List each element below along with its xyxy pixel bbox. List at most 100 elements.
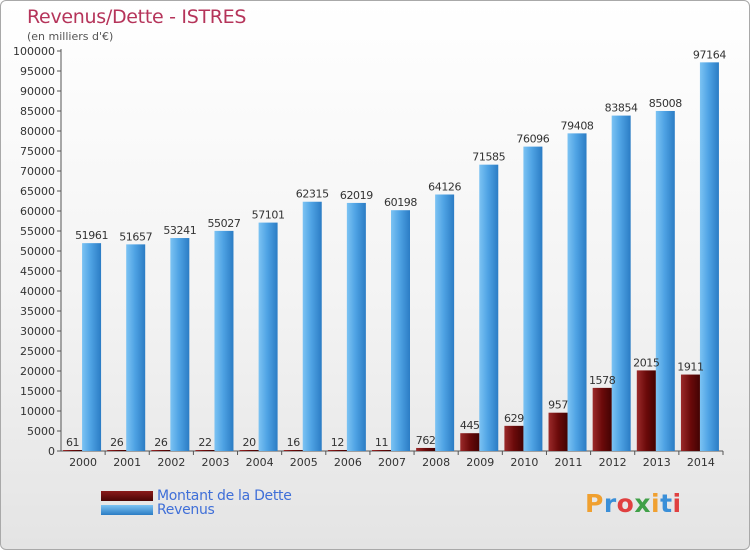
data-label-revenus: 57101 <box>252 209 285 222</box>
y-tick-label: 85000 <box>20 105 55 118</box>
logo-letter: o <box>616 489 635 518</box>
data-label-dette: 1911 <box>677 361 703 374</box>
y-tick-label: 30000 <box>20 325 55 338</box>
bar-dette <box>460 433 480 451</box>
bar-revenus <box>258 222 278 451</box>
bar-dette <box>327 450 347 451</box>
bar-dette <box>416 447 436 451</box>
y-tick-label: 40000 <box>20 285 55 298</box>
bar-dette <box>63 450 83 451</box>
bar-dette <box>680 374 700 451</box>
y-tick-label: 20000 <box>20 365 55 378</box>
data-label-revenus: 60198 <box>384 196 417 209</box>
y-tick-label: 25000 <box>20 345 55 358</box>
y-tick-label: 5000 <box>27 425 55 438</box>
bar-revenus <box>655 110 675 451</box>
proxiti-logo: Proxiti <box>585 489 682 518</box>
bar-dette <box>548 412 568 451</box>
y-tick-label: 100000 <box>13 45 55 58</box>
bar-dette <box>504 425 524 451</box>
logo-letter: t <box>660 489 673 518</box>
data-label-revenus: 85008 <box>649 97 682 110</box>
x-tick-label: 2006 <box>334 456 362 469</box>
y-tick-label: 75000 <box>20 145 55 158</box>
bar-revenus <box>567 133 587 452</box>
y-tick-label: 15000 <box>20 385 55 398</box>
x-tick-label: 2013 <box>643 456 671 469</box>
data-label-revenus: 51657 <box>119 230 152 243</box>
x-tick-label: 2009 <box>466 456 494 469</box>
data-label-revenus: 64126 <box>428 180 461 193</box>
data-label-dette: 16 <box>287 436 301 449</box>
bar-revenus <box>523 146 543 451</box>
data-label-dette: 22 <box>198 436 211 449</box>
bar-dette <box>239 450 259 451</box>
y-tick-label: 0 <box>48 445 55 458</box>
data-label-revenus: 97164 <box>693 48 726 61</box>
y-tick-label: 65000 <box>20 185 55 198</box>
x-tick-label: 2002 <box>157 456 185 469</box>
series-dette <box>63 370 700 451</box>
data-label-dette: 445 <box>460 419 480 432</box>
bar-dette <box>283 450 303 451</box>
x-tick-label: 2007 <box>378 456 406 469</box>
data-label-dette: 11 <box>375 436 388 449</box>
x-axis: 2000 2001 2002 2003 2004 2005 2006 2007 2008 2009… <box>61 450 724 469</box>
data-label-revenus: 55027 <box>207 217 240 230</box>
y-tick-label: 55000 <box>20 225 55 238</box>
chart-subtitle: (en milliers d'€) <box>27 30 114 43</box>
data-label-revenus: 62315 <box>296 188 329 201</box>
x-tick-label: 2011 <box>555 456 583 469</box>
y-axis: 0 5000 10000 15000 20000 25000 30000 35000 40000… <box>13 45 62 458</box>
x-tick-label: 2003 <box>201 456 229 469</box>
y-tick-label: 10000 <box>20 405 55 418</box>
bar-revenus <box>214 230 234 451</box>
data-label-revenus: 83854 <box>605 102 638 115</box>
bar-revenus <box>126 244 146 451</box>
data-label-dette: 629 <box>504 412 524 425</box>
legend-label-revenus: Revenus <box>157 502 215 518</box>
bar-revenus <box>435 194 455 451</box>
data-label-dette: 61 <box>66 436 79 449</box>
x-tick-label: 2012 <box>599 456 627 469</box>
data-label-revenus: 79408 <box>561 119 594 132</box>
data-label-revenus: 53241 <box>163 224 196 237</box>
x-tick-label: 2000 <box>69 456 97 469</box>
logo-letter: P <box>585 489 604 518</box>
bar-revenus <box>391 210 410 451</box>
x-tick-label: 2005 <box>290 456 318 469</box>
bar-revenus <box>346 202 366 451</box>
legend-swatch-dette <box>101 491 153 501</box>
data-label-revenus: 71585 <box>472 151 505 164</box>
data-label-dette: 762 <box>416 434 436 447</box>
bar-dette <box>195 450 215 451</box>
bar-revenus <box>479 164 499 451</box>
data-label-dette: 2015 <box>633 356 660 369</box>
logo-letter: i <box>651 489 661 518</box>
data-label-dette: 957 <box>548 399 568 412</box>
x-tick-label: 2008 <box>422 456 450 469</box>
bar-revenus <box>611 115 631 452</box>
chart-title: Revenus/Dette - ISTRES <box>27 6 247 28</box>
x-tick-label: 2014 <box>687 456 715 469</box>
x-tick-label: 2010 <box>510 456 538 469</box>
data-label-revenus: 62019 <box>340 189 373 202</box>
bar-revenus <box>302 201 322 451</box>
y-tick-label: 70000 <box>20 165 55 178</box>
logo-letter: i <box>672 489 682 518</box>
bar-dette <box>592 387 612 451</box>
logo-letter: r <box>603 489 617 518</box>
bar-revenus <box>699 62 719 452</box>
x-tick-label: 2001 <box>113 456 141 469</box>
legend-swatch-revenus <box>101 505 153 515</box>
x-tick-label: 2004 <box>246 456 274 469</box>
data-label-revenus: 51961 <box>75 229 108 242</box>
y-tick-label: 95000 <box>20 65 55 78</box>
bar-revenus <box>82 243 102 451</box>
y-tick-label: 45000 <box>20 265 55 278</box>
data-label-dette: 1578 <box>589 374 616 387</box>
y-tick-label: 60000 <box>20 205 55 218</box>
data-label-dette: 26 <box>110 436 124 449</box>
